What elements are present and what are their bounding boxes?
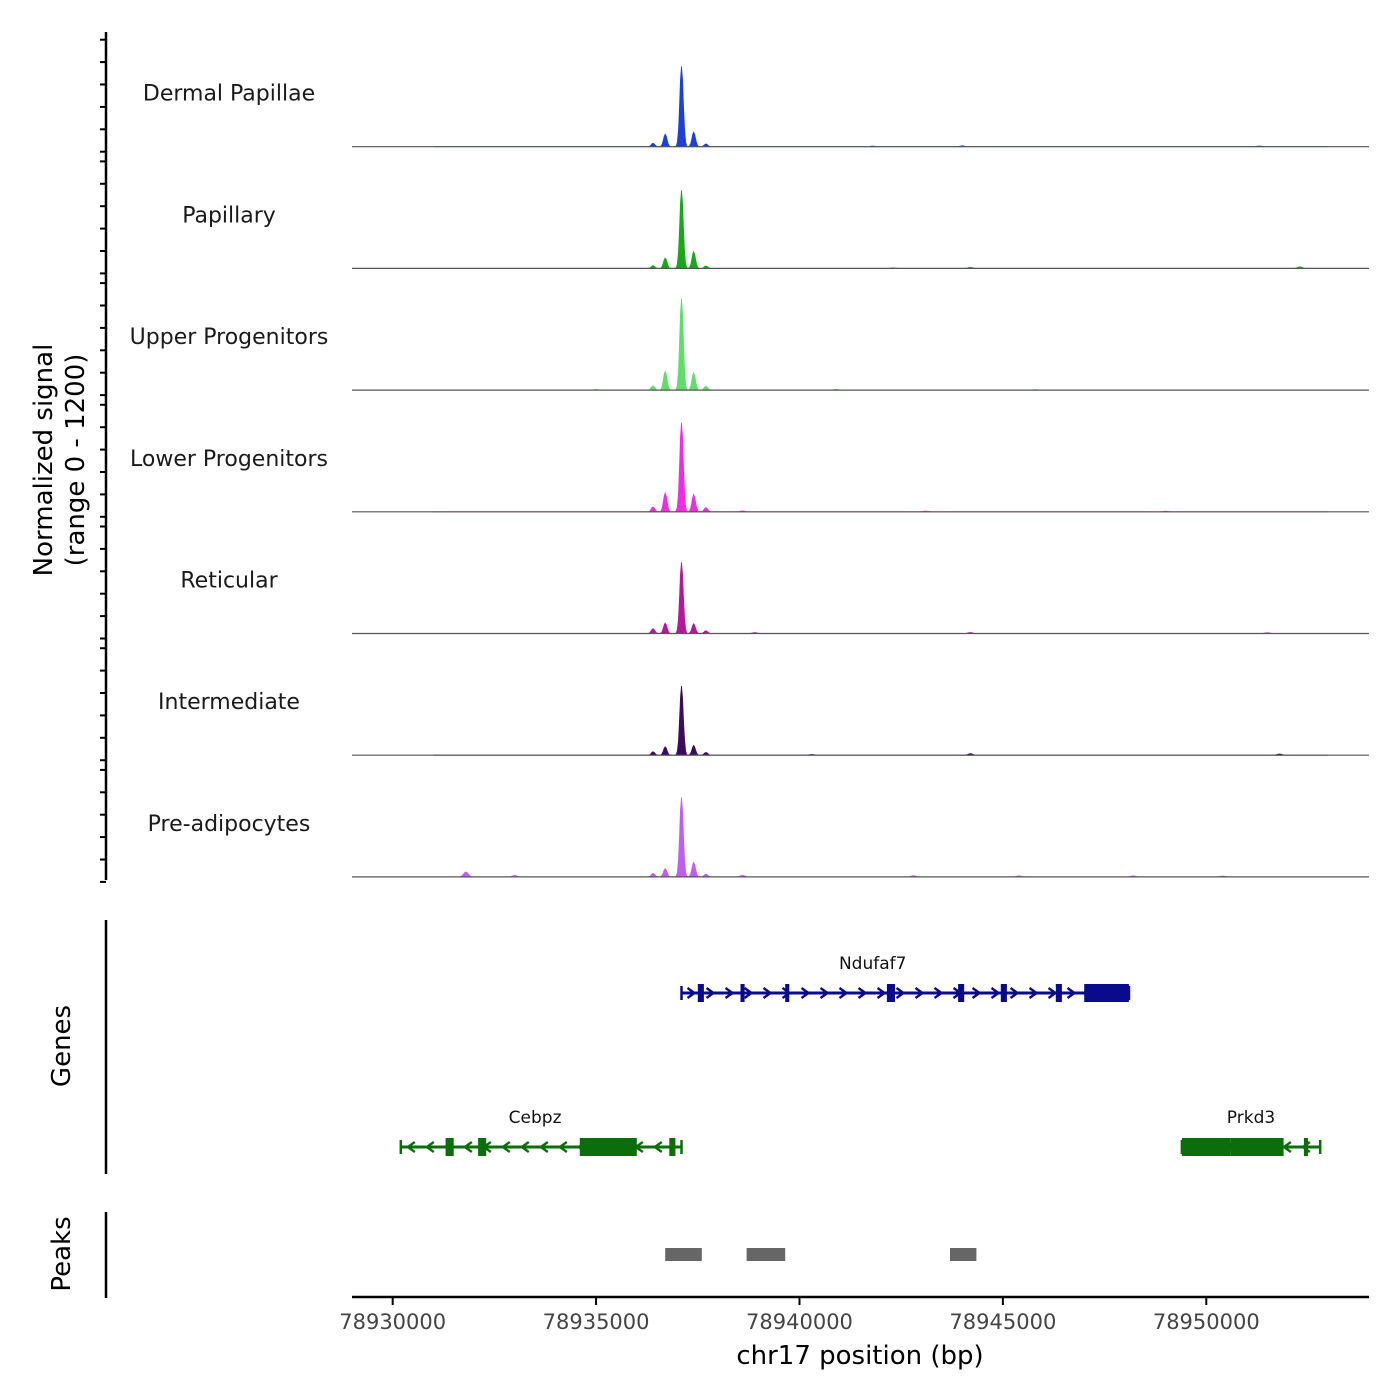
strand-arrow <box>705 987 716 999</box>
x-tick-label: 78950000 <box>1153 1310 1260 1334</box>
strand-arrow <box>724 987 735 999</box>
strand-arrow <box>557 1141 568 1153</box>
strand-arrow <box>1281 1141 1292 1153</box>
track-label: Reticular <box>180 569 278 594</box>
peak-region <box>665 1248 702 1261</box>
track-reticular: Reticular <box>180 562 1369 635</box>
coverage-area <box>433 66 1329 148</box>
gene-label: Cebpz <box>509 1108 562 1128</box>
strand-arrow <box>857 987 868 999</box>
strand-arrow <box>1066 987 1077 999</box>
coverage-area <box>433 685 1329 756</box>
exon <box>1055 984 1062 1002</box>
track-papillary: Papillary <box>182 190 1369 269</box>
peak-region <box>950 1248 977 1261</box>
exon <box>1084 984 1129 1002</box>
exon <box>958 984 965 1002</box>
track-pre-adipocytes: Pre-adipocytes <box>148 797 1369 878</box>
coverage-area <box>433 422 1329 513</box>
strand-arrow <box>819 987 830 999</box>
exon <box>1230 1138 1284 1156</box>
peak-region <box>746 1248 786 1261</box>
gene-track: Ndufaf7 Cebpz Prkd3 <box>399 954 1322 1156</box>
strand-arrow <box>500 1141 511 1153</box>
genes-axis-label: Genes <box>47 1005 77 1087</box>
strand-arrow <box>1047 987 1058 999</box>
strand-arrow <box>424 1141 435 1153</box>
exon <box>445 1138 454 1156</box>
coverage-area <box>433 190 1329 269</box>
track-label: Pre-adipocytes <box>148 812 311 837</box>
exon <box>478 1138 487 1156</box>
peaks-axis-label: Peaks <box>47 1216 77 1291</box>
track-label: Papillary <box>182 203 276 228</box>
coverage-area <box>433 797 1329 878</box>
coverage-tracks: Dermal Papillae Papillary Upper Progenitor… <box>130 66 1369 878</box>
peak-track <box>665 1248 977 1261</box>
exon <box>1303 1138 1308 1156</box>
exon <box>740 984 745 1002</box>
strand-arrow <box>971 987 982 999</box>
gene-ndufaf7: Ndufaf7 <box>680 954 1131 1002</box>
track-label: Intermediate <box>158 690 300 715</box>
coverage-area <box>433 298 1329 391</box>
exon <box>1000 984 1007 1002</box>
x-tick-label: 78930000 <box>339 1310 446 1334</box>
exon <box>579 1138 637 1156</box>
gene-cebpz: Cebpz <box>399 1108 683 1156</box>
strand-arrow <box>876 987 887 999</box>
track-upper-progenitors: Upper Progenitors <box>130 298 1369 391</box>
strand-arrow <box>895 987 906 999</box>
gene-label: Ndufaf7 <box>839 954 907 974</box>
strand-arrow <box>405 1141 416 1153</box>
exon <box>669 1138 676 1156</box>
strand-arrow <box>743 987 754 999</box>
track-label: Dermal Papillae <box>143 82 315 107</box>
strand-arrow <box>933 987 944 999</box>
strand-arrow <box>914 987 925 999</box>
x-tick-label: 78945000 <box>949 1310 1056 1334</box>
x-axis-label: chr17 position (bp) <box>736 1341 983 1371</box>
strand-arrow <box>838 987 849 999</box>
strand-arrow <box>1028 987 1039 999</box>
strand-arrow <box>1009 987 1020 999</box>
track-label: Upper Progenitors <box>130 325 329 350</box>
x-tick-label: 78935000 <box>543 1310 650 1334</box>
strand-arrow <box>652 1141 663 1153</box>
x-tick-label: 78940000 <box>746 1310 853 1334</box>
track-intermediate: Intermediate <box>158 685 1369 756</box>
gene-label: Prkd3 <box>1227 1108 1275 1128</box>
coverage-area <box>433 562 1329 634</box>
strand-arrow <box>762 987 773 999</box>
exon <box>1181 1138 1231 1156</box>
gene-prkd3: Prkd3 <box>1180 1108 1322 1156</box>
x-axis: 78930000 78935000 78940000 78945000 78950000 <box>339 1295 1369 1334</box>
strand-arrow <box>462 1141 473 1153</box>
strand-arrow <box>519 1141 530 1153</box>
strand-arrow <box>990 987 1001 999</box>
strand-arrow <box>800 987 811 999</box>
track-dermal-papillae: Dermal Papillae <box>143 66 1369 148</box>
y-axis-label: Normalized signal <box>29 344 59 577</box>
strand-arrow <box>686 987 697 999</box>
exon <box>697 984 704 1002</box>
exon <box>886 984 895 1002</box>
exon <box>785 984 790 1002</box>
strand-arrow <box>781 987 792 999</box>
y-axis-range-label: (range 0 - 1200) <box>61 354 91 567</box>
left-axis-group <box>100 32 108 1298</box>
track-lower-progenitors: Lower Progenitors <box>130 422 1369 513</box>
track-label: Lower Progenitors <box>130 447 328 472</box>
strand-arrow <box>538 1141 549 1153</box>
